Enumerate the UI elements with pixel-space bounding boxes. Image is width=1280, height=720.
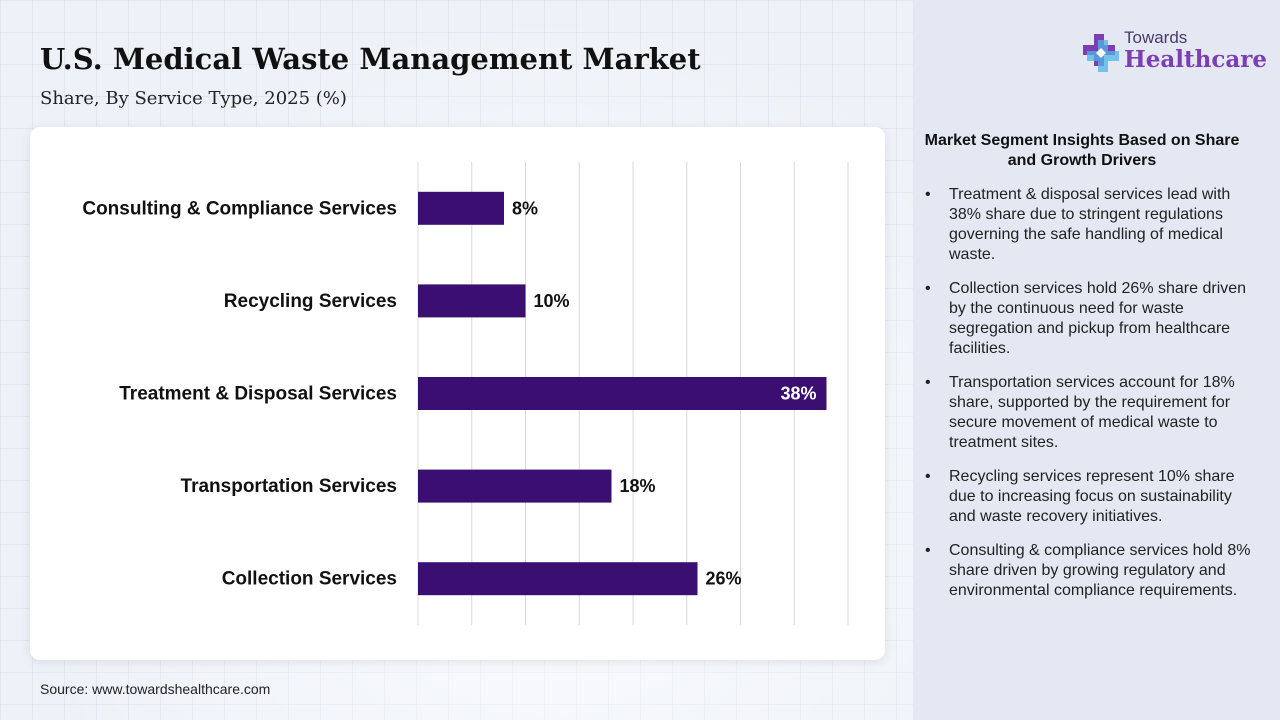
bar	[418, 469, 612, 503]
logo-text-small: Towards	[1124, 28, 1188, 47]
data-label: 18%	[620, 476, 656, 496]
bar	[418, 191, 504, 225]
insights-panel: Market Segment Insights Based on Share a…	[922, 131, 1262, 615]
data-label: 8%	[512, 198, 538, 218]
page-subtitle: Share, By Service Type, 2025 (%)	[40, 88, 347, 109]
data-label: 10%	[534, 291, 570, 311]
bar-chart: Consulting & Compliance Services 8% Recycl…	[82, 162, 849, 625]
bar	[418, 562, 698, 596]
bar	[418, 284, 526, 318]
source-note: Source: www.towardshealthcare.com	[40, 681, 271, 697]
insight-item: Consulting & compliance services hold 8%…	[922, 541, 1262, 601]
data-label: 38%	[780, 384, 816, 404]
logo-text-big: Healthcare	[1124, 46, 1268, 73]
insight-item: Recycling services represent 10% share d…	[922, 467, 1262, 527]
medical-cross-icon	[1083, 34, 1119, 72]
category-label: Transportation Services	[181, 476, 397, 497]
category-label: Consulting & Compliance Services	[82, 198, 397, 219]
insight-item: Treatment & disposal services lead with …	[922, 185, 1262, 265]
insight-item: Collection services hold 26% share drive…	[922, 279, 1262, 359]
category-label: Treatment & Disposal Services	[119, 384, 397, 405]
chart-card: Consulting & Compliance Services 8% Recycl…	[30, 127, 885, 660]
page-title: U.S. Medical Waste Management Market	[40, 42, 701, 76]
insights-list: Treatment & disposal services lead with …	[922, 185, 1262, 601]
brand-logo: Towards Healthcare	[1080, 28, 1267, 78]
data-label: 26%	[706, 569, 742, 589]
category-label: Recycling Services	[224, 291, 397, 312]
bar	[418, 377, 827, 410]
insights-title: Market Segment Insights Based on Share a…	[924, 132, 1240, 169]
category-label: Collection Services	[222, 569, 397, 590]
insight-item: Transportation services account for 18% …	[922, 373, 1262, 453]
